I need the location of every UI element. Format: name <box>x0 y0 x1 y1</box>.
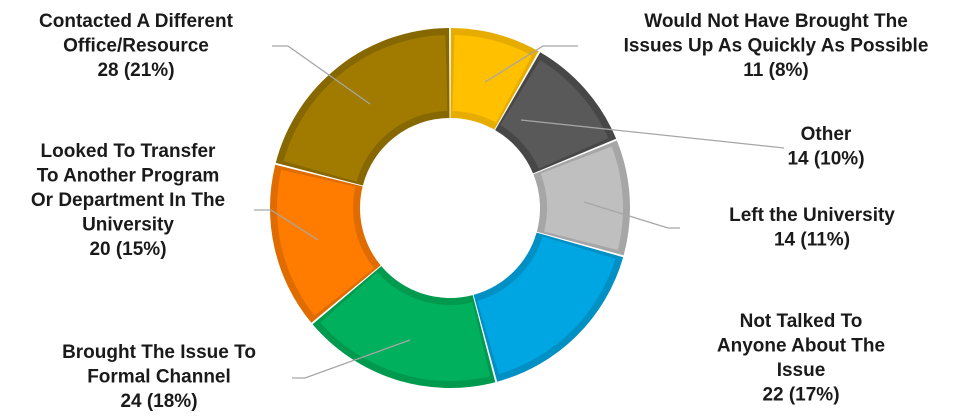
slice-value-label: 11 (8%) <box>743 60 808 81</box>
slice-category-label: Issues Up As Quickly As Possible <box>624 36 929 57</box>
donut-slice-fill-3 <box>477 236 616 374</box>
slice-label-4: Brought The Issue To Formal Channel 24 (18… <box>62 342 256 412</box>
slice-label-0: Would Not Have Brought The Issues Up As Q… <box>624 11 929 81</box>
slice-value-label: 22 (17%) <box>762 385 839 406</box>
slice-category-label: Not Talked To <box>740 311 863 332</box>
leader-line-0 <box>484 45 578 83</box>
slice-label-1: Other 14 (10%) <box>787 124 864 170</box>
slice-category-label: Anyone About The <box>717 336 885 357</box>
slice-value-label: 24 (18%) <box>120 391 197 412</box>
slice-category-label: University <box>82 215 174 236</box>
slice-category-label: Would Not Have Brought The <box>644 11 908 32</box>
slice-category-label: Formal Channel <box>87 367 231 388</box>
slice-value-label: 14 (11%) <box>774 230 850 251</box>
slice-category-label: Left the University <box>729 205 895 226</box>
slice-category-label: Looked To Transfer <box>41 141 217 162</box>
leader-line-1 <box>520 119 785 149</box>
slice-value-label: 28 (21%) <box>97 60 174 81</box>
leader-line-2 <box>583 201 680 229</box>
slice-value-label: 20 (15%) <box>89 239 166 260</box>
slice-label-3: Not Talked To Anyone About The Issue 22 (17… <box>717 311 885 406</box>
slice-category-label: Office/Resource <box>63 36 209 57</box>
donut-slice-fill-1 <box>500 60 609 169</box>
slice-category-label: Contacted A Different <box>39 11 234 32</box>
donut-slice-fill-4 <box>320 272 491 381</box>
slice-category-label: Brought The Issue To <box>62 342 256 363</box>
slice-category-label: Other <box>801 124 852 145</box>
leader-line-6 <box>272 45 371 105</box>
slice-label-5: Looked To Transfer To Another Program Or D… <box>31 141 225 260</box>
slice-category-label: To Another Program <box>37 166 220 187</box>
slice-category-label: Issue <box>777 360 826 381</box>
leader-line-5 <box>254 209 319 241</box>
donut-slice-fill-2 <box>540 146 623 251</box>
slice-value-label: 14 (10%) <box>787 149 864 170</box>
slice-category-label: Or Department In The <box>31 190 225 211</box>
slice-label-2: Left the University 14 (11%) <box>729 205 895 251</box>
donut-slice-fill-6 <box>283 35 448 182</box>
leader-line-4 <box>292 339 411 379</box>
slice-label-6: Contacted A Different Office/Resource 28 (… <box>39 11 234 81</box>
donut-slice-fill-0 <box>452 35 532 123</box>
donut-slice-fill-5 <box>276 169 375 316</box>
